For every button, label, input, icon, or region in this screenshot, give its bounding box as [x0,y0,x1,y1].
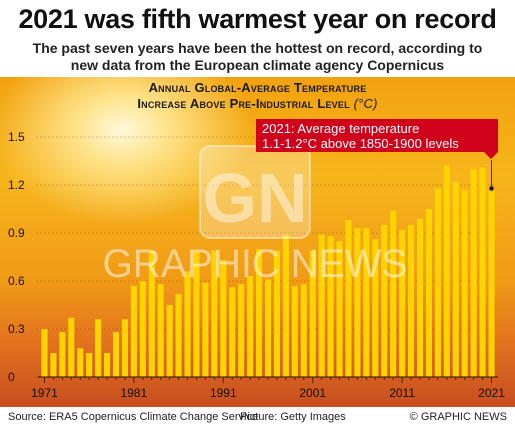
bar [211,250,218,377]
bar [443,165,450,377]
x-tick-label: 2021 [478,386,505,400]
copyright-note: © GRAPHIC NEWS [409,411,507,423]
y-tick-label: 0.3 [8,322,25,336]
bar [77,348,84,377]
page-title: 2021 was fifth warmest year on record [18,4,497,34]
y-tick-label: 1.2 [8,178,25,192]
bar [399,229,406,377]
picture-credit: Picture: Getty Images [240,411,346,423]
bar [193,252,200,377]
x-tick-label: 1981 [121,386,148,400]
x-tick-label: 2001 [299,386,326,400]
bar [229,287,236,377]
bar [363,228,370,377]
chart-unit: (°C) [353,96,378,111]
bar [273,250,280,377]
annotation-line1: 2021: Average temperature [262,121,420,136]
bar [354,228,361,377]
annotation-dot [489,186,494,191]
bar [148,250,155,377]
chart-title: Annual Global-Average Temperature Increa… [0,80,515,112]
bar [452,181,459,377]
bar [104,353,111,377]
bar [345,220,352,377]
bar [327,236,334,377]
bar [318,234,325,377]
y-tick-label: 0.6 [8,274,25,288]
bar [282,234,289,377]
bar [86,353,93,377]
bar [416,218,424,377]
annotation-line2: 1.1-1.2°C above 1850-1900 levels [262,136,459,151]
bar [50,353,57,377]
y-tick-label: 0 [8,370,15,384]
x-tick-label: 2011 [389,386,415,400]
bar [479,167,486,377]
bar [264,279,272,377]
bar [130,285,137,377]
bar [434,188,441,377]
page-subtitle: The past seven years have been the hotte… [32,40,483,73]
bar [381,225,388,377]
bar [139,281,146,377]
bar [408,225,415,377]
bar [309,250,316,377]
bar [425,209,432,377]
bar [121,319,128,377]
bar [184,271,191,377]
bar [291,285,298,377]
bar [157,284,164,377]
bar [256,249,263,377]
chart-title-line2: Increase Above Pre-Industrial Level [137,96,350,111]
bar [390,210,397,377]
chart-title-line1: Annual Global-Average Temperature [148,80,367,95]
bar [95,319,102,377]
bar [59,332,66,377]
bar [300,284,307,377]
source-note: Source: ERA5 Copernicus Climate Change S… [8,411,259,423]
bar [488,191,495,377]
bar [68,317,75,377]
bar [220,260,227,377]
bar [470,169,477,377]
annotation-callout: 2021: Average temperature 1.1-1.2°C abov… [256,119,498,159]
x-tick-label: 1991 [210,386,237,400]
bar [41,329,48,377]
bar [175,293,182,377]
bar [336,241,343,377]
bar [247,276,254,377]
bar [372,239,379,377]
y-tick-label: 0.9 [8,226,25,240]
bar [461,189,468,377]
bar [238,284,245,377]
y-tick-label: 1.5 [8,130,25,144]
bar [202,282,209,377]
x-tick-label: 1971 [31,386,58,400]
bar [166,305,173,377]
bar [112,332,120,377]
